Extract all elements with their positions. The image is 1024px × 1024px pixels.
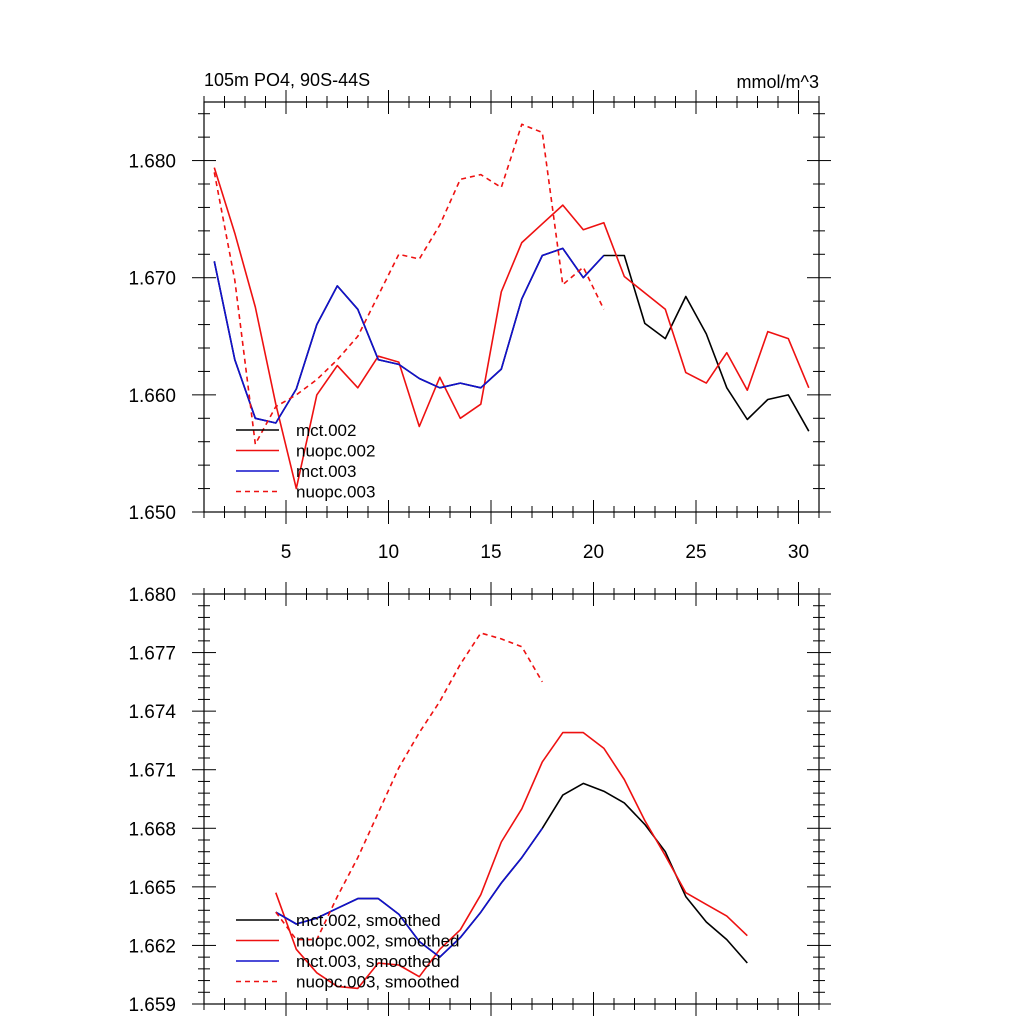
y-tick-label: 1.662 — [128, 936, 176, 957]
series-line-1 — [213, 167, 810, 490]
x-tick-label: 5 — [281, 542, 292, 563]
x-tick-label: 30 — [788, 542, 809, 563]
x-tick-label: 15 — [480, 542, 501, 563]
chart-units: mmol/m^3 — [737, 72, 819, 92]
legend-label-0: mct.002, smoothed — [296, 911, 441, 930]
legend-label-3: nuopc.003, smoothed — [296, 973, 460, 992]
chart-title: 105m PO4, 90S-44S — [204, 70, 370, 90]
x-tick-label: 20 — [583, 542, 604, 563]
series-line-2 — [275, 827, 543, 958]
y-tick-label: 1.670 — [128, 269, 176, 290]
y-tick-label: 1.671 — [128, 761, 176, 782]
y-tick-label: 1.680 — [128, 585, 176, 606]
y-tick-label: 1.660 — [128, 386, 176, 407]
series-line-2 — [213, 247, 605, 424]
legend-label-1: nuopc.002 — [296, 442, 375, 461]
x-tick-label: 10 — [378, 542, 399, 563]
y-tick-label: 1.674 — [128, 702, 176, 723]
legend-label-2: mct.003 — [296, 462, 356, 481]
y-tick-label: 1.659 — [128, 995, 176, 1016]
series-line-3 — [275, 632, 543, 941]
bottom-panel: 1.659 1.662 1.665 1.668 1.671 1.674 1.677 1.680… — [128, 582, 831, 1016]
top-panel: 5 10 15 20 25 30 1.650 1.660 1.670 1.680 105m PO4,… — [128, 70, 831, 563]
legend-label-1: nuopc.002, smoothed — [296, 932, 460, 951]
y-tick-label: 1.680 — [128, 152, 176, 173]
series-line-1 — [275, 731, 748, 990]
y-tick-label: 1.668 — [128, 819, 176, 840]
legend-label-0: mct.002 — [296, 421, 356, 440]
x-tick-label: 25 — [685, 542, 706, 563]
legend-label-3: nuopc.003 — [296, 483, 375, 502]
y-tick-label: 1.650 — [128, 503, 176, 524]
y-tick-label: 1.677 — [128, 644, 176, 665]
series-line-3 — [213, 123, 605, 445]
y-tick-label: 1.665 — [128, 878, 176, 899]
legend-label-2: mct.003, smoothed — [296, 952, 441, 971]
